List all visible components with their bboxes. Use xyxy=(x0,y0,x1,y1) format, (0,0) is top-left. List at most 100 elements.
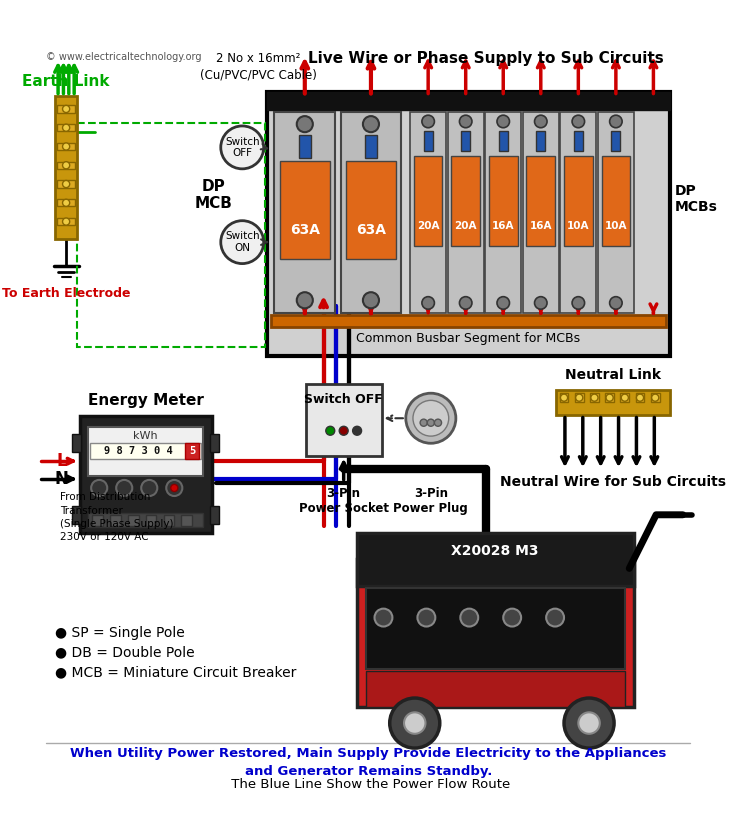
Text: 16A: 16A xyxy=(529,220,552,230)
Bar xyxy=(91,443,201,459)
Text: 63A: 63A xyxy=(356,223,386,237)
Bar xyxy=(299,135,311,158)
Circle shape xyxy=(434,419,442,427)
Bar xyxy=(110,515,121,525)
Text: N: N xyxy=(54,470,68,488)
Bar xyxy=(57,218,75,225)
Circle shape xyxy=(141,480,158,496)
Text: ● DB = Double Pole: ● DB = Double Pole xyxy=(55,645,195,660)
Bar xyxy=(366,588,625,669)
Bar xyxy=(365,135,378,158)
Circle shape xyxy=(420,419,428,427)
Text: 20A: 20A xyxy=(454,220,477,230)
Circle shape xyxy=(546,609,564,626)
Bar xyxy=(57,105,75,113)
Bar xyxy=(559,393,568,402)
Bar xyxy=(92,515,103,525)
Circle shape xyxy=(564,698,614,748)
Circle shape xyxy=(560,394,567,402)
Bar xyxy=(598,112,634,313)
Circle shape xyxy=(166,480,183,496)
Circle shape xyxy=(404,712,425,734)
Text: © www.electricaltechnology.org: © www.electricaltechnology.org xyxy=(46,52,202,62)
Circle shape xyxy=(591,394,598,402)
Text: Common Busbar Segment for MCBs: Common Busbar Segment for MCBs xyxy=(356,332,581,346)
Text: The Blue Line Show the Power Flow Route: The Blue Line Show the Power Flow Route xyxy=(227,777,510,791)
Bar xyxy=(526,156,555,245)
Bar xyxy=(574,131,583,151)
Text: ● SP = Single Pole: ● SP = Single Pole xyxy=(55,625,185,640)
Bar xyxy=(537,131,545,151)
Circle shape xyxy=(221,126,263,169)
Text: Energy Meter: Energy Meter xyxy=(88,392,204,407)
Circle shape xyxy=(572,115,584,128)
Text: Switch OFF: Switch OFF xyxy=(304,393,383,406)
Bar xyxy=(128,515,138,525)
Bar xyxy=(146,515,157,525)
Text: 10A: 10A xyxy=(605,220,627,230)
Circle shape xyxy=(91,480,107,496)
Circle shape xyxy=(609,296,622,309)
Circle shape xyxy=(63,105,70,113)
Circle shape xyxy=(171,484,178,492)
Bar xyxy=(55,96,77,240)
Bar xyxy=(57,180,75,188)
Bar xyxy=(280,161,330,259)
Bar xyxy=(57,124,75,131)
Text: Neutral Link: Neutral Link xyxy=(565,368,661,382)
Bar xyxy=(357,559,634,707)
Bar xyxy=(77,124,264,347)
Circle shape xyxy=(297,292,313,308)
Bar xyxy=(271,315,666,327)
Bar xyxy=(560,112,596,313)
Text: 16A: 16A xyxy=(492,220,514,230)
Text: When Utility Power Restored, Main Supply Provide Electricity to the Appliances
a: When Utility Power Restored, Main Supply… xyxy=(70,747,667,778)
Circle shape xyxy=(497,115,509,128)
Circle shape xyxy=(637,394,643,402)
Circle shape xyxy=(353,427,361,435)
Bar xyxy=(414,156,442,245)
Circle shape xyxy=(63,143,70,150)
Circle shape xyxy=(63,124,70,131)
Bar xyxy=(601,156,630,245)
Circle shape xyxy=(576,394,583,402)
Bar xyxy=(636,393,645,402)
Bar xyxy=(88,428,203,476)
Circle shape xyxy=(375,609,392,626)
Bar xyxy=(489,156,517,245)
Bar xyxy=(72,434,81,453)
Text: DP
MCB: DP MCB xyxy=(195,179,233,211)
Text: 63A: 63A xyxy=(290,223,320,237)
Bar xyxy=(88,513,203,527)
Bar xyxy=(620,393,629,402)
Circle shape xyxy=(422,296,434,309)
Circle shape xyxy=(497,296,509,309)
Bar xyxy=(447,112,484,313)
Text: Switch
ON: Switch ON xyxy=(225,231,260,253)
Circle shape xyxy=(406,393,456,443)
Bar xyxy=(275,112,335,313)
Circle shape xyxy=(339,427,348,435)
Text: L: L xyxy=(57,452,67,470)
Circle shape xyxy=(297,116,313,132)
Bar xyxy=(461,131,470,151)
Text: DP
MCBs: DP MCBs xyxy=(675,185,718,215)
Text: To Earth Electrode: To Earth Electrode xyxy=(2,287,130,300)
Text: Earth Link: Earth Link xyxy=(22,74,110,89)
Circle shape xyxy=(460,609,478,626)
Text: Switch
OFF: Switch OFF xyxy=(225,137,260,158)
Bar xyxy=(57,162,75,169)
Circle shape xyxy=(651,394,659,402)
Circle shape xyxy=(459,115,472,128)
Circle shape xyxy=(572,296,584,309)
Bar xyxy=(523,112,559,313)
Circle shape xyxy=(606,394,613,402)
Bar xyxy=(575,393,584,402)
Circle shape xyxy=(422,115,434,128)
Circle shape xyxy=(221,220,263,264)
Text: 9 8 7 3 0 4: 9 8 7 3 0 4 xyxy=(105,447,173,456)
Text: 3-Pin
Power Plug: 3-Pin Power Plug xyxy=(394,487,468,515)
Circle shape xyxy=(363,116,379,132)
Bar xyxy=(57,200,75,206)
Circle shape xyxy=(413,400,449,436)
